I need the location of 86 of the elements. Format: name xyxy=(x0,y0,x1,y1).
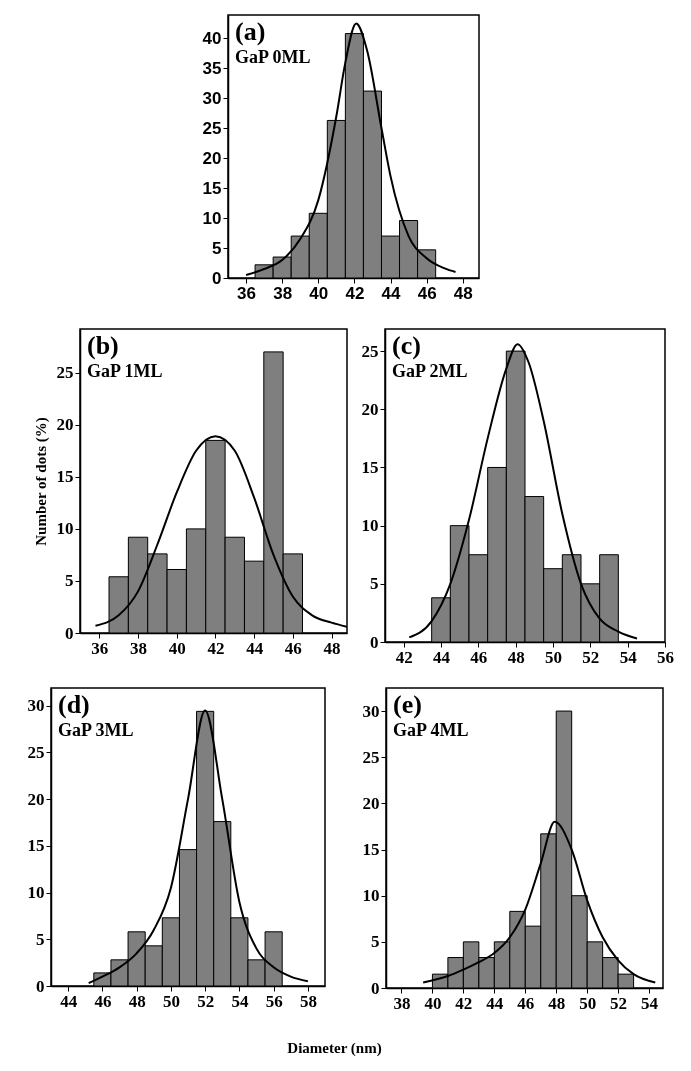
x-tick-label: 42 xyxy=(455,993,473,1013)
x-tick-label: 46 xyxy=(517,993,535,1013)
x-tick-label: 44 xyxy=(381,283,402,303)
annotation: GaP 4ML xyxy=(393,720,469,740)
y-tick-label: 0 xyxy=(370,632,379,652)
y-tick-label: 5 xyxy=(371,932,380,952)
y-tick-label: 15 xyxy=(27,836,45,856)
y-tick-label: 0 xyxy=(65,623,74,643)
x-tick-label: 40 xyxy=(168,638,186,658)
y-tick-label: 5 xyxy=(65,571,74,591)
x-axis-title: Diameter (nm) xyxy=(287,1039,382,1057)
y-tick-label: 20 xyxy=(361,399,379,419)
x-tick-label: 54 xyxy=(641,993,659,1013)
y-tick-label: 25 xyxy=(202,118,222,138)
annotation: (d) xyxy=(58,690,90,719)
x-tick-label: 48 xyxy=(453,283,473,303)
x-tick-label: 54 xyxy=(231,991,249,1011)
x-tick-label: 52 xyxy=(197,991,215,1011)
x-tick-label: 56 xyxy=(657,647,674,667)
y-tick-label: 5 xyxy=(370,574,379,594)
y-tick-label: 30 xyxy=(202,88,222,108)
y-axis-title: Number of dots (%) xyxy=(32,417,50,546)
y-tick-label: 0 xyxy=(36,976,45,996)
annotation: GaP 3ML xyxy=(58,720,134,740)
x-tick-label: 40 xyxy=(309,283,329,303)
x-tick-label: 58 xyxy=(299,991,317,1011)
x-tick-label: 44 xyxy=(433,647,451,667)
x-tick-label: 44 xyxy=(246,638,264,658)
x-tick-label: 46 xyxy=(470,647,488,667)
y-tick-label: 15 xyxy=(361,457,379,477)
y-tick-label: 10 xyxy=(56,519,74,539)
x-tick-label: 48 xyxy=(548,993,566,1013)
y-tick-label: 20 xyxy=(27,789,45,809)
x-tick-label: 44 xyxy=(60,991,78,1011)
y-tick-label: 0 xyxy=(371,978,380,998)
y-tick-label: 40 xyxy=(202,28,222,48)
y-tick-label: 25 xyxy=(362,747,380,767)
x-tick-label: 46 xyxy=(94,991,112,1011)
x-tick-label: 50 xyxy=(579,993,597,1013)
y-tick-label: 30 xyxy=(362,701,380,721)
annotation: (c) xyxy=(392,331,421,360)
y-tick-label: 5 xyxy=(36,929,45,949)
y-tick-label: 10 xyxy=(27,883,45,903)
x-tick-label: 46 xyxy=(284,638,302,658)
y-tick-label: 20 xyxy=(56,415,74,435)
y-tick-label: 25 xyxy=(56,363,74,383)
y-tick-label: 25 xyxy=(361,341,379,361)
x-tick-label: 40 xyxy=(424,993,442,1013)
x-tick-label: 48 xyxy=(323,638,341,658)
x-tick-label: 38 xyxy=(273,283,293,303)
x-tick-label: 42 xyxy=(395,647,413,667)
x-tick-label: 52 xyxy=(610,993,628,1013)
annotation: (a) xyxy=(235,17,266,46)
x-tick-label: 38 xyxy=(130,638,148,658)
y-tick-label: 0 xyxy=(212,268,222,288)
y-tick-label: 5 xyxy=(212,238,222,258)
y-tick-label: 35 xyxy=(202,58,222,78)
x-tick-label: 50 xyxy=(162,991,180,1011)
y-tick-label: 10 xyxy=(202,208,222,228)
x-tick-label: 50 xyxy=(545,647,562,667)
x-tick-label: 42 xyxy=(345,283,365,303)
y-tick-label: 10 xyxy=(362,886,380,906)
x-tick-label: 36 xyxy=(91,638,109,658)
x-tick-label: 54 xyxy=(619,647,638,667)
x-tick-label: 42 xyxy=(207,638,225,658)
x-tick-label: 38 xyxy=(393,993,411,1013)
annotation: GaP 0ML xyxy=(235,47,311,67)
annotation: GaP 1ML xyxy=(87,361,163,381)
x-tick-label: 44 xyxy=(486,993,504,1013)
x-tick-label: 36 xyxy=(237,283,257,303)
x-tick-label: 46 xyxy=(417,283,437,303)
y-tick-label: 15 xyxy=(362,840,380,860)
x-tick-label: 48 xyxy=(507,647,525,667)
annotation: GaP 2ML xyxy=(392,361,468,381)
annotation: (b) xyxy=(87,331,119,360)
y-tick-label: 30 xyxy=(27,696,45,716)
x-tick-label: 56 xyxy=(265,991,283,1011)
y-tick-label: 15 xyxy=(56,467,74,487)
y-tick-label: 25 xyxy=(27,742,45,762)
x-tick-label: 52 xyxy=(582,647,600,667)
x-tick-label: 48 xyxy=(128,991,146,1011)
annotation: (e) xyxy=(393,690,422,719)
y-tick-label: 15 xyxy=(202,178,222,198)
y-tick-label: 20 xyxy=(362,793,380,813)
y-tick-label: 20 xyxy=(202,148,222,168)
y-tick-label: 10 xyxy=(361,516,379,536)
